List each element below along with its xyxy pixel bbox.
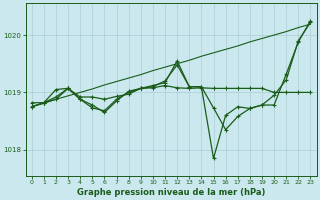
- X-axis label: Graphe pression niveau de la mer (hPa): Graphe pression niveau de la mer (hPa): [77, 188, 265, 197]
